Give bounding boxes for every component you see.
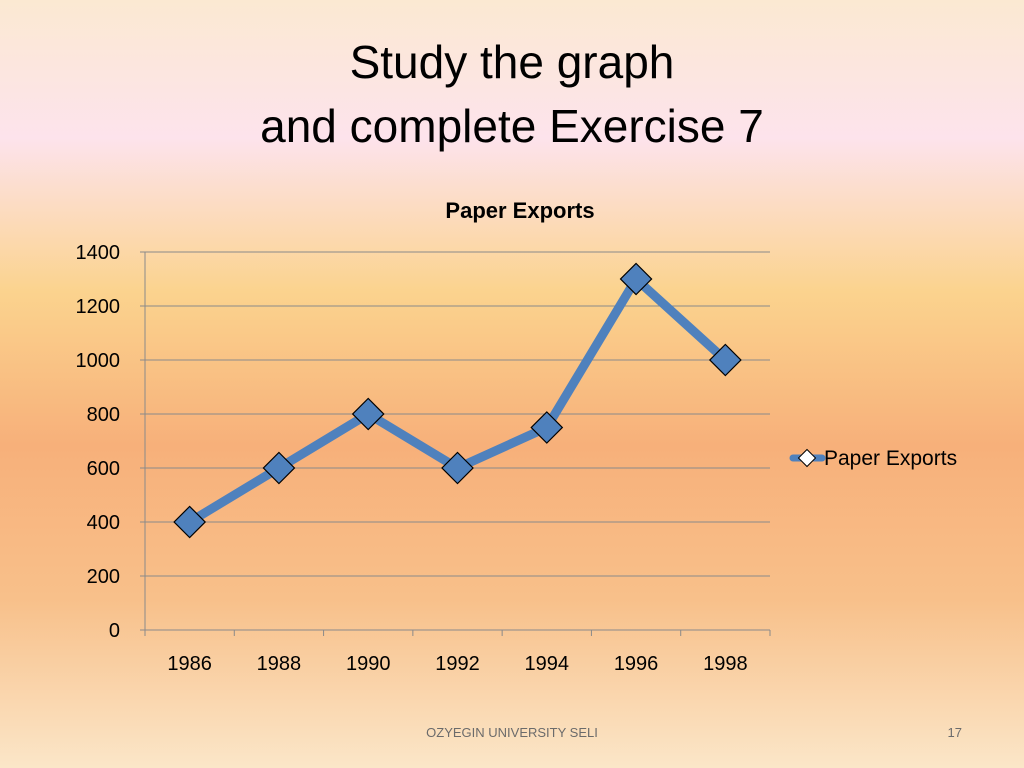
y-tick-label: 600 [87,458,120,480]
data-point-marker [173,505,207,539]
gridlines [145,251,770,577]
data-point-marker [708,343,742,377]
data-point-marker [441,451,474,485]
x-tick-label: 1990 [346,653,391,675]
y-tick-label: 1000 [76,350,121,372]
page-number: 17 [947,725,962,740]
slide-title-line-2: and complete Exercise 7 [260,100,764,152]
footer-text: OZYEGIN UNIVERSITY SELI [426,725,598,740]
x-axis-ticks: 1986 1988 1990 1992 1994 1996 1998 [144,630,771,675]
y-tick-label: 1200 [76,296,121,318]
data-point-marker [262,451,296,485]
y-tick-label: 800 [87,404,120,426]
series-line [185,274,730,527]
y-tick-label: 400 [87,512,120,534]
legend: Paper Exports [789,447,957,470]
y-axis-ticks: 0 200 400 600 800 1000 1200 1400 [76,242,145,642]
y-tick-label: 1400 [76,242,121,264]
y-tick-label: 200 [87,566,120,588]
x-tick-label: 1988 [257,653,302,675]
chart-title: Paper Exports [445,198,594,223]
x-tick-label: 1986 [167,653,212,675]
legend-marker-icon [797,448,817,468]
slide-title: Study the graph and complete Exercise 7 [0,30,1024,158]
x-tick-label: 1992 [435,653,480,675]
series-layer [173,262,742,539]
slide-title-line-1: Study the graph [349,36,675,88]
y-tick-label: 0 [109,620,120,642]
data-point-marker [619,262,653,296]
axes [144,252,770,631]
x-tick-label: 1998 [703,653,748,675]
x-tick-label: 1994 [525,653,570,675]
data-point-marker [530,411,564,444]
data-point-marker [351,397,385,431]
x-tick-label: 1996 [614,653,659,675]
legend-label: Paper Exports [824,447,957,470]
